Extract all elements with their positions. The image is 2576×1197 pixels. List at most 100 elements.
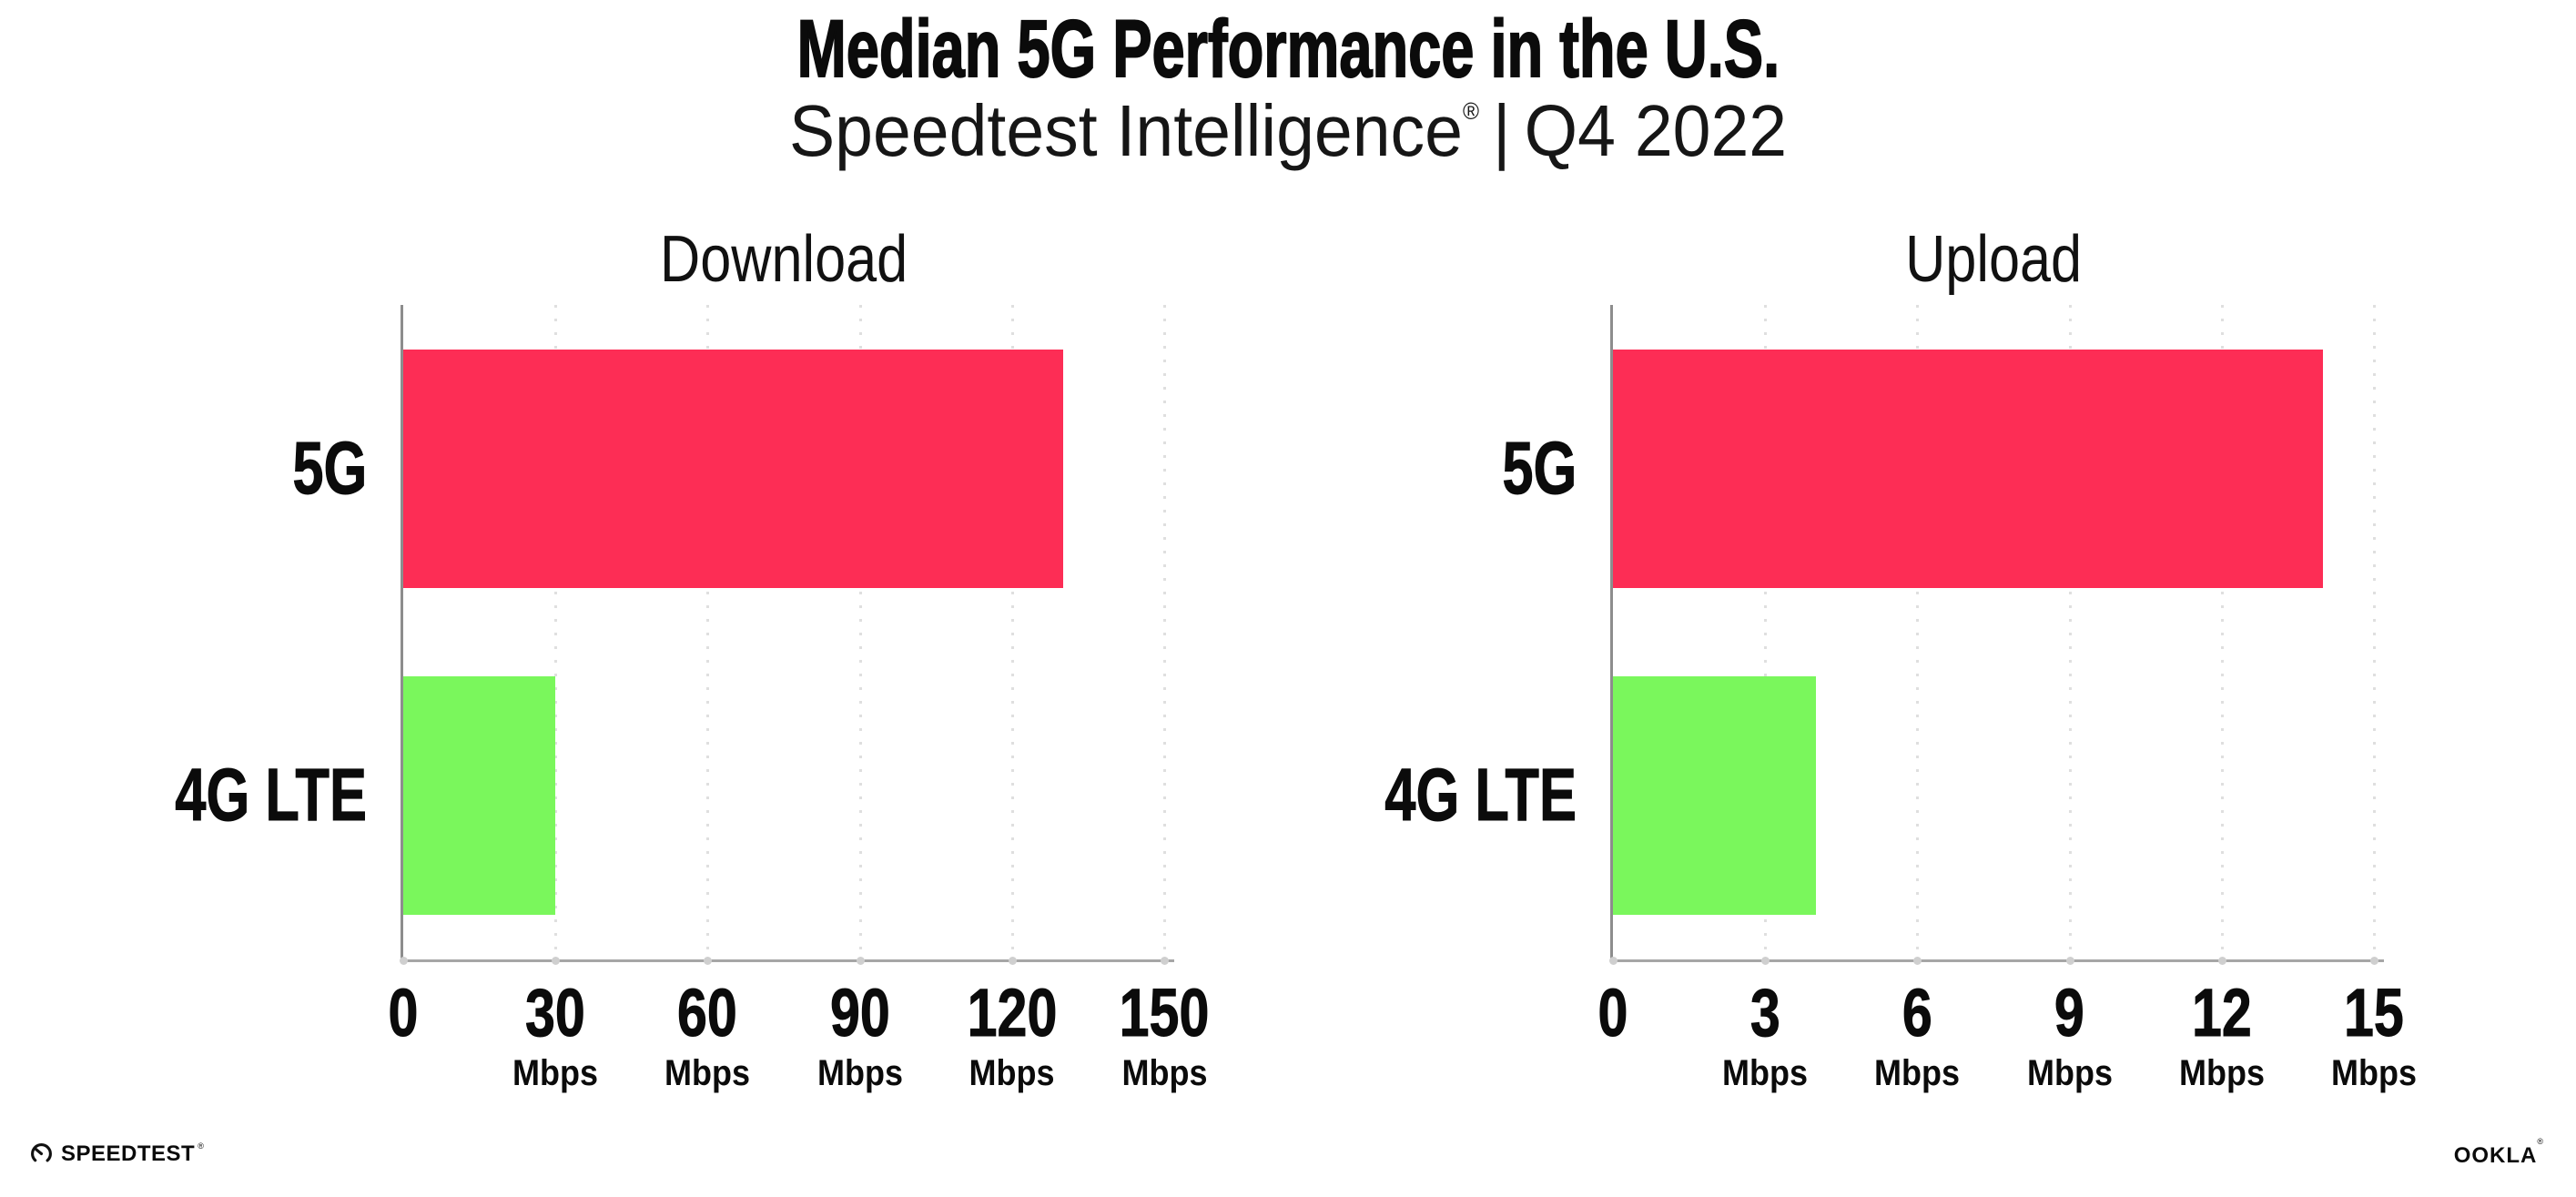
chart-title: Upload	[1613, 227, 2374, 292]
gridline-120	[1010, 305, 1014, 959]
gridline-90	[858, 305, 862, 959]
gridline-15	[2373, 305, 2376, 959]
x-tick-unit-text: Mbps	[2026, 1053, 2113, 1093]
x-tick-60: 60 Mbps	[660, 979, 755, 1091]
x-tick-unit: Mbps	[508, 1055, 603, 1091]
axis-tick-dot-0	[1609, 957, 1618, 965]
x-tick-15: 15 Mbps	[2327, 979, 2421, 1091]
axis-tick-dot-150	[1161, 957, 1169, 965]
x-tick-unit-text: Mbps	[2331, 1053, 2417, 1093]
category-label-text: 5G	[1501, 427, 1577, 510]
x-axis	[1610, 959, 2384, 962]
x-tick-unit: Mbps	[1870, 1055, 1964, 1091]
page-subtitle-text: Speedtest Intelligence® | Q4 2022	[789, 95, 1787, 167]
x-tick-unit-text: Mbps	[1121, 1053, 1207, 1093]
gridline-3	[1764, 305, 1768, 959]
ookla-trademark-icon: ®	[2537, 1137, 2543, 1146]
gridline-60	[706, 305, 710, 959]
axis-tick-dot-120	[1008, 957, 1017, 965]
x-tick-unit: Mbps	[2175, 1055, 2269, 1091]
x-tick-unit-text: Mbps	[2178, 1053, 2265, 1093]
registered-trademark-icon: ®	[1462, 97, 1479, 125]
page-title-text: Median 5G Performance in the U.S.	[796, 3, 1780, 94]
category-label-text: 5G	[291, 427, 368, 510]
x-tick-unit: Mbps	[812, 1055, 907, 1091]
x-tick-150: 150 Mbps	[1108, 979, 1220, 1091]
x-tick-value: 90	[829, 975, 890, 1050]
x-tick-0: 0	[384, 979, 421, 1047]
gridline-12	[2220, 305, 2224, 959]
axis-tick-dot-6	[1913, 957, 1922, 965]
axis-tick-dot-3	[1761, 957, 1770, 965]
x-axis	[401, 959, 1174, 962]
x-tick-value: 9	[2054, 975, 2085, 1050]
x-tick-unit: Mbps	[1108, 1055, 1220, 1091]
speedtest-logo: SPEEDTEST ®	[30, 1141, 204, 1166]
gridline-9	[2068, 305, 2072, 959]
x-tick-12: 12 Mbps	[2175, 979, 2269, 1091]
x-tick-value: 0	[388, 975, 419, 1050]
x-tick-unit: Mbps	[1718, 1055, 1812, 1091]
x-tick-30: 30 Mbps	[508, 979, 603, 1091]
axis-tick-dot-0	[400, 957, 408, 965]
x-tick-unit: Mbps	[660, 1055, 755, 1091]
bar-5g	[403, 350, 1063, 588]
x-tick-unit-text: Mbps	[1874, 1053, 1961, 1093]
category-label-4g-lte: 4G LTE	[0, 741, 367, 850]
page-subtitle: Speedtest Intelligence® | Q4 2022	[0, 95, 2576, 167]
subtitle-brand: Speedtest Intelligence	[788, 90, 1463, 171]
x-tick-120: 120 Mbps	[956, 979, 1068, 1091]
x-tick-value: 6	[1902, 975, 1933, 1050]
x-tick-90: 90 Mbps	[812, 979, 907, 1091]
x-tick-unit-text: Mbps	[1722, 1053, 1809, 1093]
x-tick-9: 9 Mbps	[2022, 979, 2116, 1091]
bar-4g-lte	[403, 676, 555, 915]
axis-tick-dot-9	[2065, 957, 2074, 965]
subtitle-separator: |	[1492, 90, 1511, 171]
x-tick-value: 12	[2191, 975, 2252, 1050]
gridline-6	[1916, 305, 1920, 959]
x-tick-value: 150	[1119, 975, 1210, 1050]
x-tick-value: 60	[677, 975, 738, 1050]
speedtest-wordmark: SPEEDTEST	[61, 1141, 196, 1166]
page-title: Median 5G Performance in the U.S.	[0, 3, 2576, 94]
x-tick-value: 15	[2344, 975, 2405, 1050]
category-label-5g: 5G	[1167, 414, 1577, 523]
x-tick-value: 30	[525, 975, 586, 1050]
x-tick-unit: Mbps	[2327, 1055, 2421, 1091]
gridline-30	[554, 305, 558, 959]
x-tick-unit-text: Mbps	[512, 1053, 599, 1093]
speedtest-trademark-icon: ®	[198, 1141, 204, 1151]
category-label-text: 4G LTE	[175, 754, 367, 837]
x-tick-value: 3	[1749, 975, 1780, 1050]
category-label-4g-lte: 4G LTE	[1167, 741, 1577, 850]
axis-tick-dot-60	[704, 957, 713, 965]
subtitle-period: Q4 2022	[1524, 90, 1788, 171]
category-label-text: 4G LTE	[1384, 754, 1577, 837]
x-tick-3: 3 Mbps	[1718, 979, 1812, 1091]
axis-tick-dot-12	[2217, 957, 2226, 965]
x-tick-value: 120	[967, 975, 1058, 1050]
x-tick-unit-text: Mbps	[664, 1053, 751, 1093]
x-tick-unit-text: Mbps	[816, 1053, 903, 1093]
bar-4g-lte	[1613, 676, 1816, 915]
chart-title-text: Upload	[1905, 223, 2082, 296]
axis-tick-dot-15	[2370, 957, 2378, 965]
axis-tick-dot-30	[552, 957, 561, 965]
y-axis	[1610, 305, 1613, 962]
x-tick-unit-text: Mbps	[969, 1053, 1055, 1093]
speedtest-gauge-icon	[31, 1143, 52, 1164]
x-tick-0: 0	[1594, 979, 1631, 1047]
gridline-150	[1163, 305, 1166, 959]
chart-title-text: Download	[659, 223, 908, 296]
axis-tick-dot-90	[856, 957, 865, 965]
x-tick-6: 6 Mbps	[1870, 979, 1964, 1091]
bar-5g	[1613, 350, 2323, 588]
category-label-5g: 5G	[0, 414, 368, 523]
ookla-logo: OOKLA ®	[2453, 1137, 2543, 1168]
chart-title: Download	[403, 227, 1164, 292]
x-tick-value: 0	[1597, 975, 1628, 1050]
x-tick-unit: Mbps	[956, 1055, 1068, 1091]
ookla-wordmark: OOKLA	[2453, 1143, 2538, 1168]
